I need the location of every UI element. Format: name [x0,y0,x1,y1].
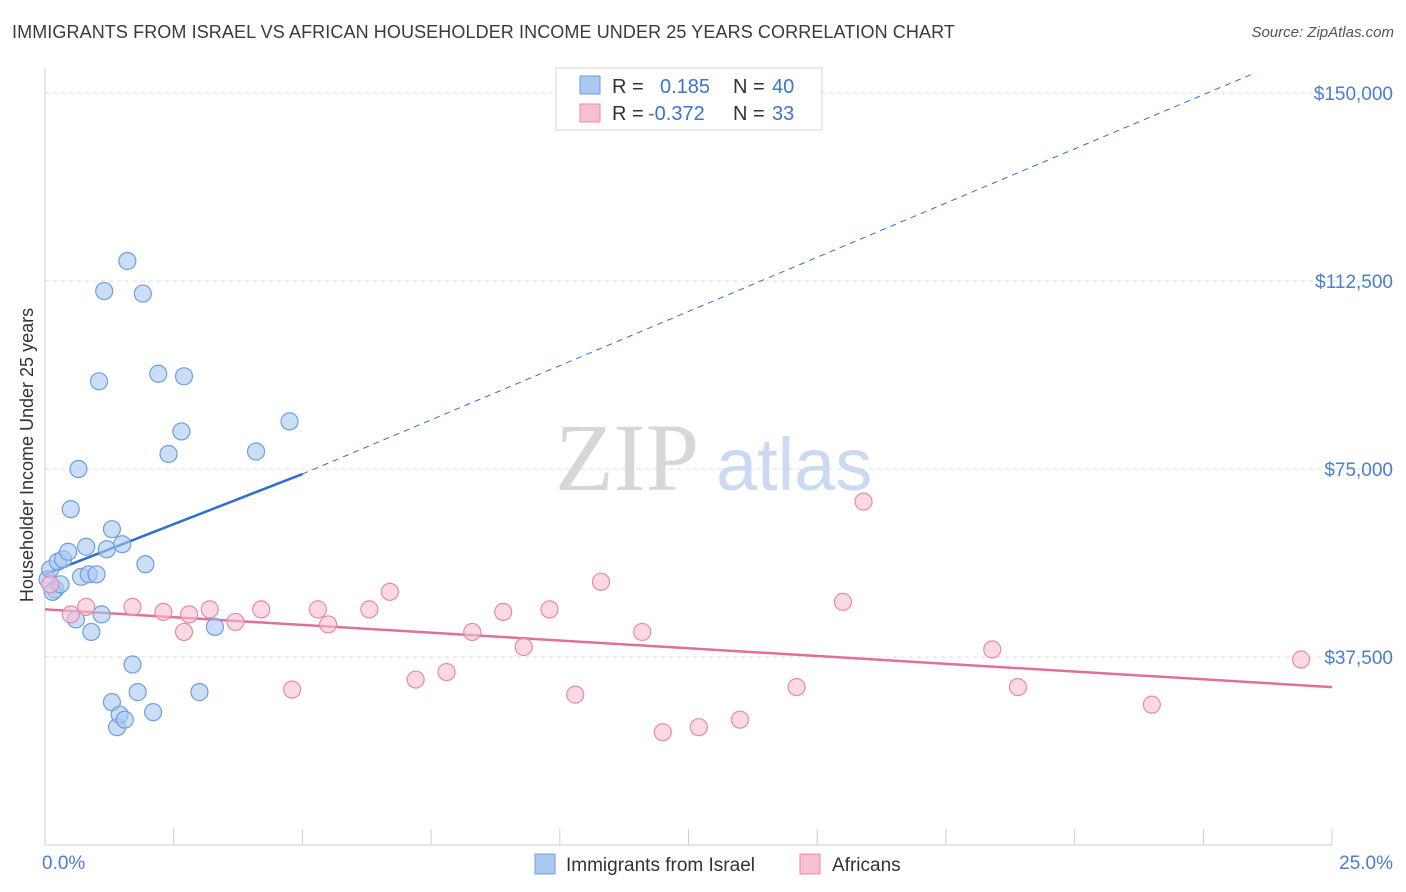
data-point-israel [102,520,122,539]
data-point-israel [149,364,168,383]
data-point-africans [1008,677,1028,697]
data-point-israel [87,565,106,584]
data-point-africans [61,605,80,624]
data-point-africans [380,582,400,601]
data-point-israel [144,703,163,722]
data-point-africans [689,718,708,737]
gridlines [45,92,1395,658]
data-point-africans [200,600,219,619]
data-point-israel [159,444,178,464]
data-point-israel [118,251,137,271]
data-point-israel [115,710,134,729]
legend-r-value-1: 0.185 [660,76,710,98]
y-axis-label: Householder Income Under 25 years [17,308,37,602]
series-legend: Immigrants from Israel Africans [534,853,901,876]
data-point-africans [319,615,338,634]
source-note: Source: ZipAtlas.com [1251,24,1394,41]
y-tick-label: $75,000 [1324,460,1393,481]
data-point-africans [226,612,245,632]
data-point-africans [252,600,271,619]
data-point-israel [92,605,111,624]
legend-n-label-1: N = [733,76,765,98]
legend-r-value-2: -0.372 [648,103,705,125]
data-point-africans [1292,650,1311,669]
data-point-africans [494,602,513,622]
data-point-africans [437,662,456,682]
data-point-israel [95,281,114,301]
x-tick-label-min: 0.0% [42,853,85,874]
data-point-israel [174,367,194,386]
series-legend-swatch-pink [799,853,821,875]
data-point-africans [854,492,873,511]
data-point-africans [77,597,96,616]
x-ticks [44,829,1333,845]
x-tick-label-max: 25.0% [1339,853,1393,874]
data-point-israel [128,683,147,702]
data-point-africans [406,670,425,689]
data-point-africans [41,575,60,594]
series-immigrants-from-israel [38,251,299,737]
data-point-africans [787,677,806,697]
series-legend-swatch-blue [534,853,556,875]
data-point-africans [833,592,853,611]
series-legend-label-blue: Immigrants from Israel [566,855,755,876]
data-point-africans [514,637,533,657]
watermark-atlas: atlas [716,423,872,506]
data-point-africans [283,680,302,699]
data-point-israel [280,412,299,431]
trend-line-israel [44,472,303,576]
legend-r-label-1: R = [612,76,644,98]
trend-line-israel-extension [302,72,1255,475]
data-point-africans [633,622,652,642]
y-tick-label: $112,500 [1315,272,1393,293]
legend-n-value-1: 40 [772,76,794,98]
stats-legend: R = 0.185 N = 40 R = -0.372 N = 33 [555,67,823,131]
data-point-africans [180,605,199,624]
data-point-israel [113,535,132,554]
data-point-israel [82,622,101,642]
legend-n-value-2: 33 [772,103,794,125]
data-point-africans [730,710,750,729]
data-point-israel [59,542,78,561]
data-point-africans [360,600,379,619]
data-point-africans [653,723,672,742]
y-tick-label: $37,500 [1324,648,1393,669]
legend-swatch-pink [579,103,601,123]
legend-r-label-2: R = [612,103,644,125]
data-point-israel [89,372,109,391]
data-point-israel [246,442,266,461]
data-point-israel [190,683,209,702]
data-point-africans [174,622,194,642]
data-point-africans [123,597,142,616]
y-tick-label: $150,000 [1314,84,1393,105]
data-point-africans [540,600,559,619]
legend-n-label-2: N = [733,103,765,125]
trend-line-africans [44,608,1333,689]
data-point-africans [566,685,585,704]
data-point-israel [205,617,224,637]
chart-title: IMMIGRANTS FROM ISRAEL VS AFRICAN HOUSEH… [12,22,955,42]
data-point-israel [97,540,116,559]
data-point-israel [61,500,80,519]
legend-swatch-blue [579,75,601,95]
data-point-israel [172,422,191,441]
data-point-israel [69,459,88,479]
data-point-israel [77,537,96,556]
data-point-israel [136,555,155,574]
data-point-africans [983,640,1002,659]
data-point-africans [463,622,482,642]
data-point-africans [154,602,173,622]
data-point-israel [123,655,142,674]
data-point-africans [591,572,611,591]
data-point-africans [308,600,327,619]
watermark-zip: ZIP [555,404,699,511]
y-tick-labels: $37,500 $75,000 $112,500 $150,000 [1314,84,1393,669]
data-point-africans [1142,695,1161,714]
trend-lines [44,72,1333,689]
series-legend-label-pink: Africans [832,855,901,876]
watermark: ZIP atlas [555,404,872,511]
data-point-israel [133,284,152,303]
series-africans [41,492,1311,742]
